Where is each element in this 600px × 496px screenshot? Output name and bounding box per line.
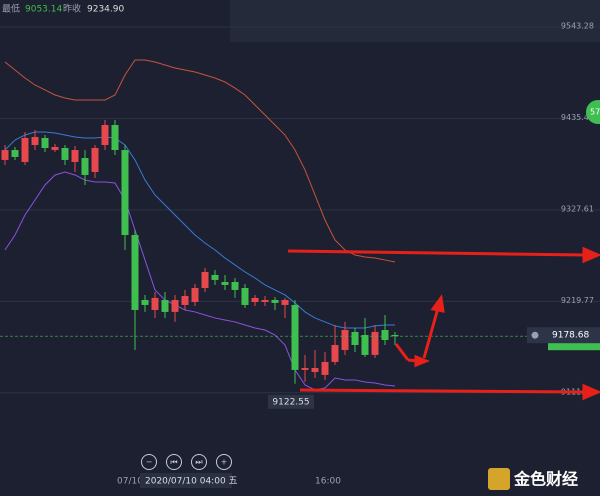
- candle-body: [41, 137, 49, 148]
- low-value: 9053.14: [25, 5, 62, 15]
- price-tag: [527, 327, 600, 344]
- control-label: ⏮: [170, 458, 177, 467]
- candle-body: [261, 299, 269, 303]
- candle-body: [81, 157, 89, 175]
- crosshair-label: 2020/07/10 04:00 五: [145, 477, 238, 487]
- badge-text: 57: [590, 108, 600, 117]
- candle-body: [381, 329, 389, 340]
- candle-body: [1, 150, 9, 160]
- candle-body: [181, 295, 189, 305]
- candle-body: [31, 136, 39, 146]
- min-label-box: [268, 394, 314, 409]
- control-button[interactable]: [141, 454, 157, 470]
- candle-body: [361, 334, 369, 355]
- candle-body: [251, 297, 259, 303]
- y-tick-label: 9327.61: [561, 204, 594, 213]
- candle-body: [21, 137, 29, 162]
- band-line: [4, 131, 395, 329]
- crosshair-box: [140, 473, 232, 488]
- logo-text: 金色财经: [513, 470, 578, 489]
- candle-body: [241, 288, 249, 305]
- candle-body: [71, 150, 79, 162]
- low-label: 最低: [2, 3, 20, 15]
- candle-body: [201, 271, 209, 289]
- control-label: ⏭: [195, 458, 202, 467]
- control-button[interactable]: [191, 454, 207, 470]
- candle-body: [341, 329, 349, 351]
- candle-body: [11, 150, 19, 157]
- y-tick-label: 9543.28: [561, 21, 594, 30]
- candle-body: [141, 299, 149, 305]
- band-line: [4, 59, 396, 263]
- y-tick-label: 9219.77: [561, 296, 594, 305]
- control-label: +: [221, 458, 228, 467]
- control-label: −: [146, 458, 153, 467]
- candle-body: [131, 235, 139, 310]
- badge[interactable]: [586, 100, 600, 124]
- y-tick-label: 9435.42: [561, 113, 594, 122]
- band-line: [4, 171, 396, 391]
- candle-body: [231, 281, 239, 290]
- candle-body: [331, 345, 339, 362]
- annotation-arrows: [287, 246, 600, 401]
- candle-body: [191, 288, 199, 303]
- candle-body: [101, 125, 109, 146]
- candle-body: [61, 147, 69, 160]
- candle-body: [271, 299, 279, 303]
- candle-body: [391, 334, 399, 337]
- top-panel: [230, 0, 600, 42]
- price-tag-label: 9178.68: [552, 331, 589, 341]
- marks: 9178.68 9122.55: [0, 59, 600, 409]
- candle-body: [311, 367, 319, 372]
- candle-body: [91, 147, 99, 172]
- candle-body: [211, 274, 219, 280]
- candle-body: [111, 125, 119, 151]
- controls: − ⏮ ⏭ +: [141, 454, 232, 470]
- candle-body: [281, 299, 289, 305]
- prev-close-value: 9234.90: [87, 5, 124, 15]
- candle-body: [151, 297, 159, 310]
- candle-body: [221, 281, 229, 285]
- candle-body: [371, 331, 379, 355]
- candle-body: [351, 331, 359, 346]
- bell-icon: [531, 331, 539, 339]
- candle-body: [51, 146, 59, 151]
- prev-close-label: 昨收: [63, 3, 81, 15]
- candle-body: [321, 361, 329, 375]
- control-button[interactable]: [216, 454, 232, 470]
- candle-body: [121, 150, 129, 236]
- candle-body: [291, 304, 299, 370]
- min-label: 9122.55: [272, 397, 309, 407]
- candle-body: [161, 299, 169, 312]
- control-button[interactable]: [166, 454, 182, 470]
- candle-body: [171, 299, 179, 312]
- x-tick-label: 16:00: [315, 477, 341, 487]
- x-tick-label: 07/10: [117, 477, 143, 487]
- logo-icon: [488, 468, 510, 490]
- candle-body: [301, 367, 309, 370]
